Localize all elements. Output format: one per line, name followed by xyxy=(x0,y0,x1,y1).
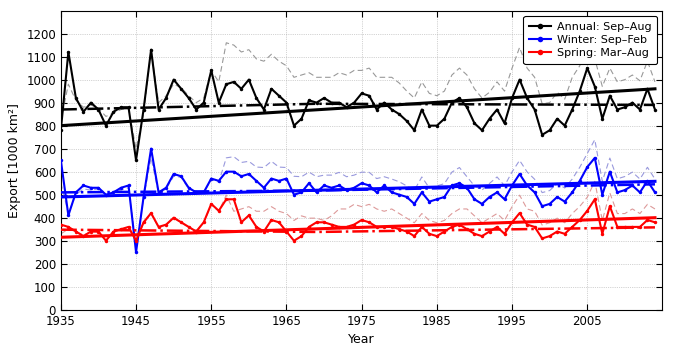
Y-axis label: Export [1000 km²]: Export [1000 km²] xyxy=(7,103,21,218)
Legend: Annual: Sep–Aug, Winter: Sep–Feb, Spring: Mar–Aug: Annual: Sep–Aug, Winter: Sep–Feb, Spring… xyxy=(523,16,657,64)
X-axis label: Year: Year xyxy=(348,333,375,346)
